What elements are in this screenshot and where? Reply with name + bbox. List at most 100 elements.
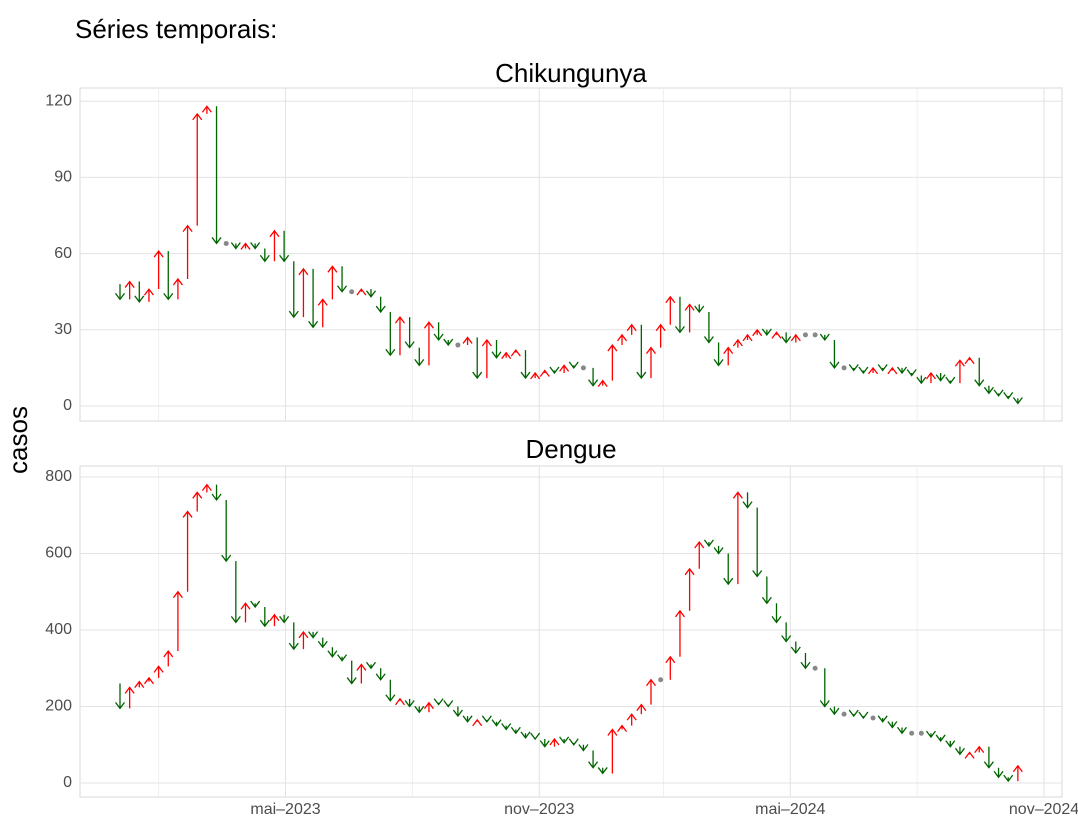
flat-point [455,342,461,348]
down-arrow [703,312,714,344]
up-arrow [732,338,743,348]
down-arrow [501,723,512,731]
down-arrow [375,668,386,681]
down-arrow [462,715,473,723]
y-tick-label: 90 [54,169,72,186]
down-arrow [1012,397,1023,405]
down-arrow [703,539,714,547]
up-arrow [684,567,695,611]
down-arrow [385,679,396,702]
flat-point [658,677,664,683]
down-arrow [1003,774,1014,783]
up-arrow [868,366,879,375]
down-arrow [906,369,917,377]
down-arrow [317,637,328,649]
down-arrow [230,561,241,624]
down-arrow [829,339,840,369]
up-arrow [172,590,183,652]
up-arrow [597,379,608,388]
down-arrow [674,296,685,334]
down-arrow [337,266,348,293]
up-arrow [617,724,628,733]
y-tick-label: 800 [45,468,72,485]
flat-point [909,730,915,736]
down-arrow [443,700,454,708]
up-arrow [298,630,309,650]
up-arrow [394,316,405,356]
down-arrow [983,746,994,769]
y-tick-label: 0 [63,397,72,414]
up-arrow [124,686,135,709]
down-arrow [954,746,965,756]
up-arrow [472,718,483,727]
down-arrow [723,553,734,586]
flat-point [802,332,808,338]
up-arrow [317,298,328,328]
up-arrow [887,366,898,375]
up-arrow [143,288,154,302]
up-arrow [723,346,734,366]
down-arrow [250,242,261,250]
down-arrow [925,730,936,739]
down-arrow [365,661,377,670]
up-arrow [124,280,135,300]
down-arrow [114,284,126,301]
up-arrow [153,665,164,678]
down-arrow [327,647,338,658]
down-arrow [819,333,830,342]
up-arrow [182,510,193,592]
up-arrow [1012,764,1023,782]
flat-point [812,332,818,338]
up-arrow [626,713,637,726]
down-arrow [250,600,261,609]
down-arrow [945,740,956,748]
y-tick-label: 200 [45,698,72,715]
down-arrow [337,654,348,662]
down-arrow [597,767,608,775]
panel-border [79,465,1063,798]
down-arrow [385,312,396,357]
x-tick-label: mai–2024 [755,801,825,818]
up-arrow [732,491,743,585]
down-arrow [211,484,222,502]
down-arrow [510,726,521,735]
up-arrow [240,602,251,623]
down-arrow [365,289,377,298]
up-arrow [530,371,541,380]
down-arrow [877,364,888,372]
down-arrow [935,734,946,743]
y-axis-label: casos [3,406,33,474]
up-arrow [423,321,434,366]
down-arrow [819,668,830,708]
down-arrow [520,731,531,739]
down-arrow [559,736,570,744]
up-arrow [617,333,628,346]
up-arrow [201,483,212,493]
up-arrow [645,678,657,705]
down-arrow [259,248,270,263]
down-arrow [916,375,927,385]
down-arrow [404,698,415,708]
up-arrow [501,351,512,360]
down-arrow [568,738,579,746]
down-arrow [588,750,599,769]
down-arrow [472,337,483,380]
down-arrow [288,622,299,651]
down-arrow [829,706,840,716]
down-arrow [713,342,724,367]
down-arrow [549,366,560,375]
up-arrow [298,267,309,318]
up-arrow [626,323,637,335]
down-arrow [781,622,792,643]
down-arrow [452,706,463,718]
up-arrow [153,249,164,290]
down-arrow [163,251,174,301]
panel-border [79,87,1063,422]
down-arrow [481,715,492,723]
down-arrow [221,499,232,563]
up-arrow [163,649,174,667]
down-arrow [858,366,869,375]
down-arrow [230,242,241,250]
up-arrow [964,356,975,365]
